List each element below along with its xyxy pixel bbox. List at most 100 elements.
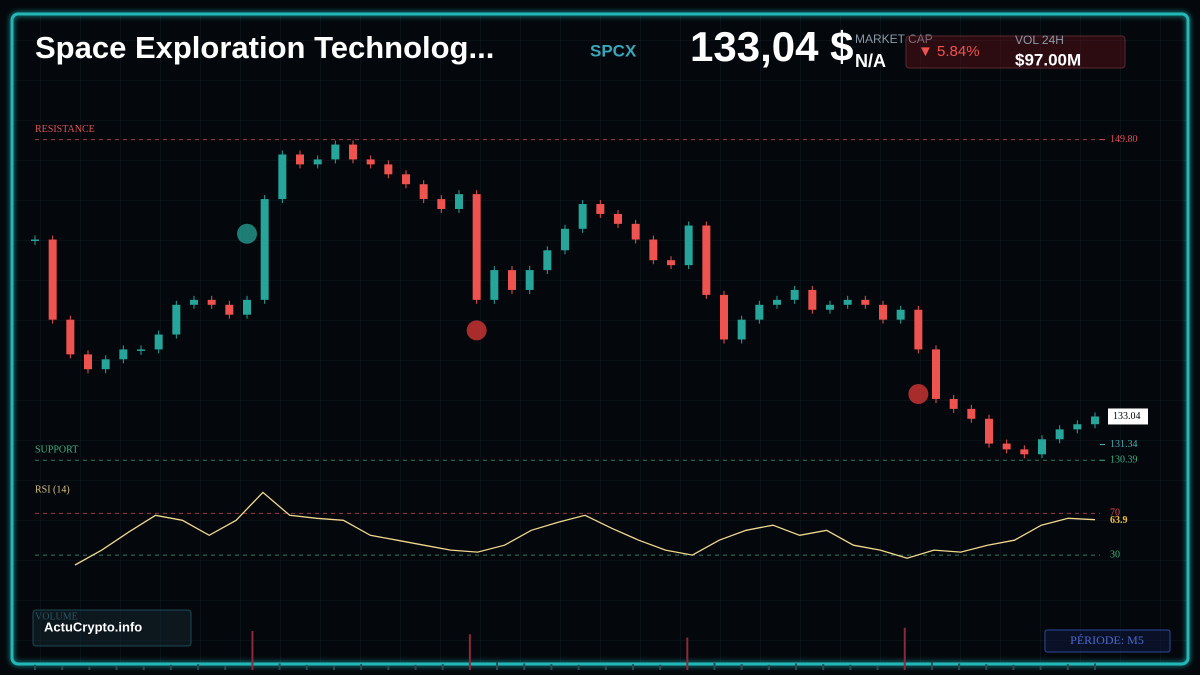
candle — [967, 408, 976, 419]
candle — [101, 359, 110, 370]
volume-bar — [876, 665, 879, 670]
candle — [31, 239, 39, 242]
volume-bar — [197, 664, 200, 670]
rsi-line — [74, 491, 1096, 566]
candle — [896, 309, 905, 320]
candle — [949, 398, 958, 409]
candle — [119, 349, 128, 360]
candle — [225, 304, 234, 315]
volume-bar — [1066, 664, 1069, 670]
candle — [48, 239, 57, 320]
brand-box — [32, 609, 192, 647]
volume-bar — [61, 666, 64, 670]
volume-bar — [115, 665, 118, 670]
volume-bar — [278, 663, 281, 670]
candle — [861, 299, 870, 305]
ticker: SPCX — [590, 41, 637, 60]
signal-marker — [466, 320, 487, 341]
last-price-box — [1108, 408, 1148, 425]
volume-bar — [88, 666, 91, 670]
volume-bar — [795, 663, 798, 670]
candle — [631, 223, 640, 240]
candle — [1091, 416, 1099, 425]
candle — [543, 250, 552, 271]
candle — [472, 194, 481, 300]
volume-bar — [577, 664, 580, 670]
volume-bar — [631, 664, 634, 670]
price: 133,04 $ — [690, 23, 854, 70]
level-label: RESISTANCE — [35, 124, 95, 135]
volume-bar — [903, 627, 906, 670]
rsi-tick-label: 70 — [1110, 508, 1120, 519]
candle — [684, 225, 693, 266]
last-price: 133.04 — [1113, 411, 1141, 422]
volume-bar — [1039, 665, 1042, 670]
candle — [490, 270, 499, 300]
candle — [402, 174, 410, 185]
volume-bar — [1094, 663, 1096, 670]
grid-background — [12, 14, 1188, 664]
volume-bar — [550, 664, 553, 670]
volume-bar — [958, 663, 961, 670]
signal-marker — [908, 384, 929, 405]
candle — [755, 304, 764, 320]
market-cap: N/A — [855, 51, 886, 71]
candle — [296, 154, 304, 165]
candle — [331, 144, 340, 160]
candle — [313, 159, 322, 165]
candle — [384, 164, 393, 175]
volume-bar — [414, 664, 417, 670]
candle — [172, 304, 181, 335]
candle — [137, 349, 145, 351]
volume-bar — [713, 662, 716, 670]
volume-bar — [468, 634, 471, 670]
volume-bar — [822, 664, 825, 670]
title: Space Exploration Technolog... — [35, 30, 494, 65]
candle — [437, 199, 446, 209]
candle — [808, 289, 817, 310]
candle — [1073, 424, 1082, 430]
volume-bar — [849, 664, 852, 670]
volume-bar — [224, 665, 227, 670]
rsi-label: RSI (14) — [35, 484, 70, 495]
volume-bar — [686, 637, 689, 670]
candle — [525, 270, 534, 290]
candle — [614, 213, 622, 224]
candle — [455, 194, 463, 209]
candle — [649, 239, 658, 261]
volume-bar — [387, 666, 390, 670]
volume-bar — [305, 664, 308, 670]
period: PÉRIODE: M5 — [1070, 633, 1144, 647]
candle — [773, 299, 781, 305]
volume-bar — [360, 664, 363, 670]
volume-bar — [1012, 664, 1015, 670]
volume-bar — [441, 664, 444, 670]
signal-marker — [237, 223, 257, 244]
candle — [985, 418, 993, 444]
volume-bar — [659, 664, 662, 670]
y-tick-label: 149.80 — [1110, 134, 1138, 145]
volume-bar — [740, 664, 743, 670]
frame — [10, 12, 1190, 666]
period-box — [1044, 629, 1171, 653]
candle — [260, 199, 269, 300]
volume-bar — [332, 665, 335, 670]
candle — [243, 299, 251, 315]
stats-box — [905, 35, 1126, 69]
volume-bar — [604, 665, 607, 670]
volume-panel-label: VOLUME — [35, 611, 78, 622]
volume-label: VOL 24H — [1015, 33, 1064, 47]
level-label: SUPPORT — [35, 445, 78, 456]
volume-bar — [523, 663, 526, 670]
candle — [278, 154, 287, 200]
rsi-tick-label: 30 — [1110, 549, 1120, 560]
candle — [154, 334, 163, 350]
volume-bar — [985, 664, 988, 670]
candle — [667, 260, 675, 266]
candle — [366, 159, 375, 165]
candle — [879, 304, 887, 320]
candle — [702, 225, 711, 295]
volume-bar — [496, 662, 499, 670]
change: ▼ 5.84% — [918, 43, 980, 60]
candle — [1055, 429, 1064, 440]
